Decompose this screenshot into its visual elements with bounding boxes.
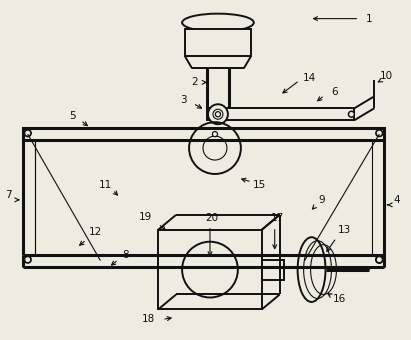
Circle shape [378, 131, 381, 135]
Circle shape [26, 258, 30, 261]
Circle shape [214, 133, 216, 135]
Circle shape [378, 258, 381, 261]
Circle shape [212, 132, 217, 137]
Text: 19: 19 [139, 212, 152, 222]
Text: 15: 15 [253, 180, 266, 190]
Bar [23, 128, 384, 140]
Text: 1: 1 [366, 14, 373, 23]
Circle shape [376, 130, 383, 137]
Text: 12: 12 [89, 227, 102, 237]
Text: 14: 14 [303, 73, 316, 83]
Text: 8: 8 [122, 250, 129, 260]
Circle shape [26, 131, 30, 135]
Text: 6: 6 [331, 87, 338, 97]
Bar [185, 29, 251, 56]
Circle shape [349, 111, 354, 117]
Circle shape [24, 130, 31, 137]
Ellipse shape [182, 14, 254, 32]
Text: 5: 5 [69, 111, 76, 121]
Text: 10: 10 [380, 71, 393, 81]
Bar [207, 108, 354, 120]
Circle shape [350, 113, 353, 116]
Text: 20: 20 [206, 213, 219, 223]
Text: 7: 7 [5, 190, 12, 200]
Bar [262, 260, 284, 279]
Circle shape [376, 256, 383, 263]
Circle shape [217, 113, 219, 116]
Circle shape [376, 256, 383, 263]
Text: 9: 9 [318, 195, 325, 205]
Circle shape [213, 109, 223, 119]
Text: 16: 16 [333, 294, 346, 304]
Ellipse shape [298, 237, 326, 302]
Bar [158, 230, 262, 309]
Circle shape [24, 256, 31, 263]
Text: 2: 2 [192, 78, 199, 87]
Circle shape [378, 258, 381, 261]
Circle shape [208, 104, 228, 124]
Text: 18: 18 [142, 314, 155, 324]
Text: 17: 17 [271, 213, 284, 223]
Circle shape [215, 112, 220, 117]
Text: 4: 4 [394, 195, 401, 205]
Text: 13: 13 [338, 225, 351, 235]
Text: 11: 11 [99, 180, 112, 190]
Text: 3: 3 [180, 95, 187, 105]
